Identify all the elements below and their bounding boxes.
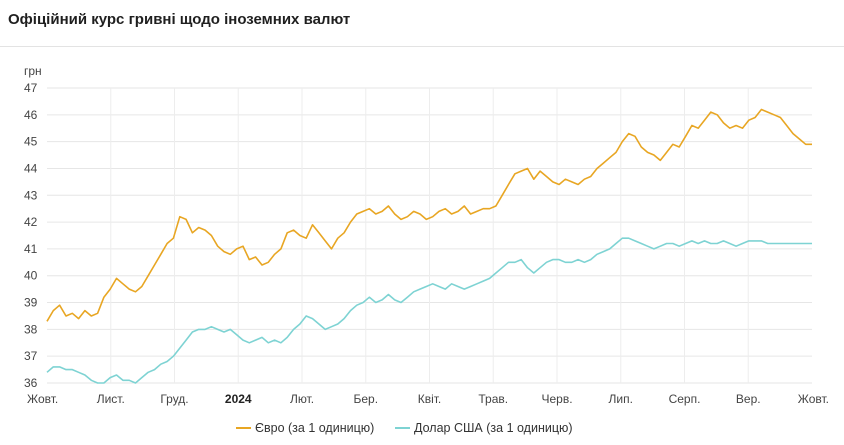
x-tick-label: Черв. bbox=[541, 392, 572, 406]
x-tick-label: Трав. bbox=[478, 392, 508, 406]
x-tick-label: Жовт. bbox=[27, 392, 58, 406]
chart-title: Офіційний курс гривні щодо іноземних вал… bbox=[8, 11, 351, 28]
x-tick-label: Груд. bbox=[160, 392, 188, 406]
line-chart: 36 37 38 39 40 41 42 43 44 45 46 47 грн Жовт. Лист. Г… bbox=[24, 64, 829, 435]
y-tick-label: 45 bbox=[24, 135, 38, 149]
series-line-0 bbox=[46, 108, 812, 322]
legend-item[interactable]: Долар США (за 1 одиницю) bbox=[395, 421, 573, 435]
x-tick-label: 2024 bbox=[225, 392, 252, 406]
series-lines bbox=[46, 108, 812, 384]
y-tick-label: 38 bbox=[24, 322, 38, 336]
y-tick-label: 40 bbox=[24, 269, 38, 283]
x-tick-label: Вер. bbox=[736, 392, 761, 406]
y-tick-label: 39 bbox=[24, 296, 38, 310]
y-tick-label: 46 bbox=[24, 108, 38, 122]
y-tick-label: 42 bbox=[24, 215, 38, 229]
legend-label: Долар США (за 1 одиницю) bbox=[414, 421, 573, 435]
y-tick-label: 44 bbox=[24, 161, 38, 175]
x-tick-label: Серп. bbox=[669, 392, 701, 406]
y-tick-label: 47 bbox=[24, 81, 38, 95]
y-axis-unit: грн bbox=[24, 64, 42, 78]
y-tick-label: 36 bbox=[24, 376, 38, 390]
y-axis: 36 37 38 39 40 41 42 43 44 45 46 47 bbox=[24, 81, 38, 390]
y-tick-label: 37 bbox=[24, 349, 38, 363]
x-axis: Жовт. Лист. Груд. 2024 Лют. Бер. Квіт. Трав. Чер… bbox=[27, 392, 829, 406]
grid-lines bbox=[47, 87, 812, 384]
y-tick-label: 43 bbox=[24, 188, 38, 202]
x-tick-label: Квіт. bbox=[418, 392, 442, 406]
chart-header: Офіційний курс гривні щодо іноземних вал… bbox=[0, 0, 844, 47]
x-tick-label: Лист. bbox=[97, 392, 125, 406]
y-tick-label: 41 bbox=[24, 242, 38, 256]
x-tick-label: Бер. bbox=[353, 392, 378, 406]
legend-label: Євро (за 1 одиницю) bbox=[255, 421, 374, 435]
x-tick-label: Жовт. bbox=[798, 392, 829, 406]
x-tick-label: Лют. bbox=[290, 392, 314, 406]
legend[interactable]: Євро (за 1 одиницю) Долар США (за 1 одини… bbox=[236, 421, 573, 435]
x-tick-label: Лип. bbox=[609, 392, 633, 406]
series-line-1 bbox=[46, 237, 812, 384]
legend-item[interactable]: Євро (за 1 одиницю) bbox=[236, 421, 374, 435]
